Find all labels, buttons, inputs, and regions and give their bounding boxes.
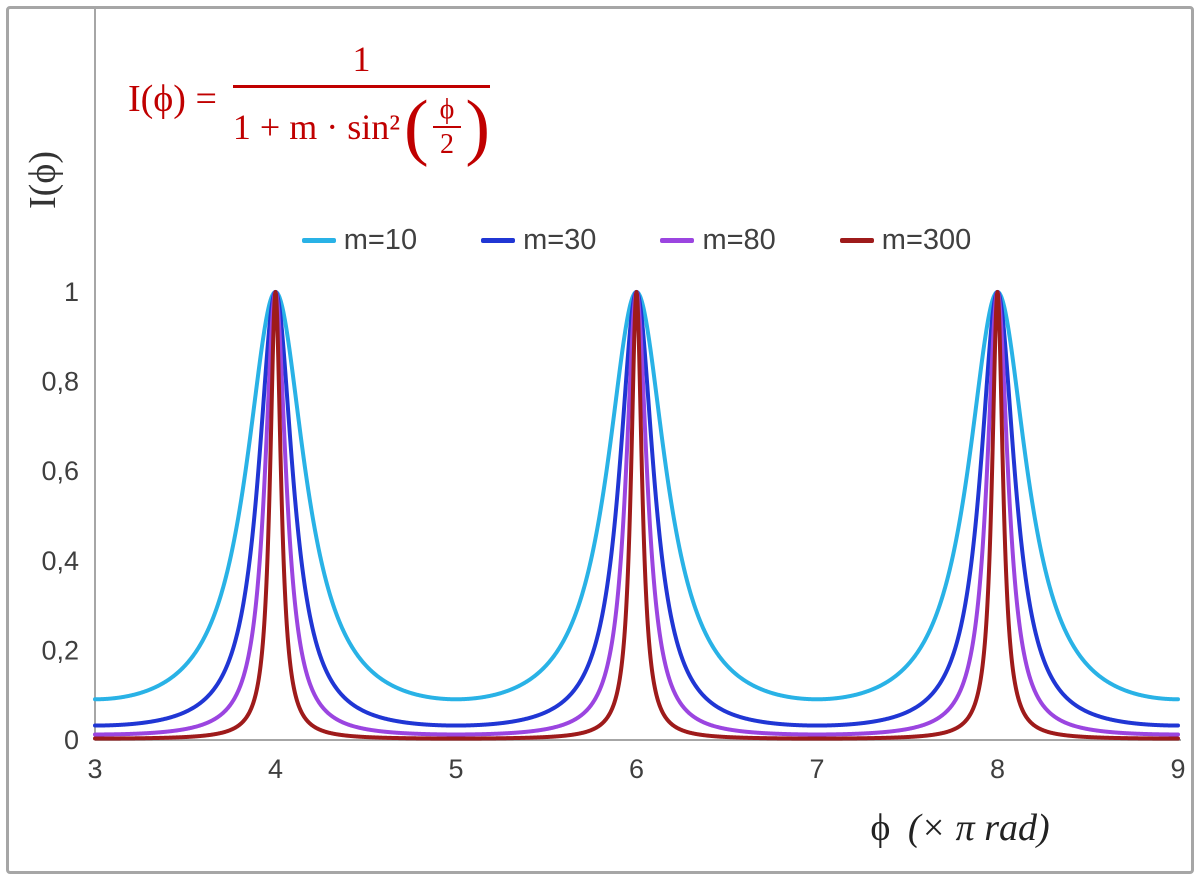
legend-label: m=30 bbox=[523, 224, 597, 256]
legend: m=10 m=30 m=80 m=300 bbox=[95, 224, 1178, 257]
series-line-m300 bbox=[93, 290, 1180, 741]
y-tick-label: 0,6 bbox=[41, 456, 79, 486]
formula-inner-fraction: ϕ 2 bbox=[432, 95, 462, 161]
formula-inner-denominator: 2 bbox=[440, 129, 455, 161]
series-line-m80 bbox=[93, 290, 1180, 737]
legend-swatch bbox=[660, 238, 695, 243]
x-tick-label: 4 bbox=[268, 754, 283, 784]
legend-item-m30: m=30 bbox=[481, 224, 596, 257]
formula-denominator: 1 + m · sin² ( ϕ 2 ) bbox=[232, 86, 491, 169]
y-tick-label: 0,2 bbox=[41, 635, 79, 665]
formula-denominator-prefix: 1 + m · sin² bbox=[232, 107, 401, 148]
legend-swatch bbox=[301, 238, 336, 243]
formula-fraction: 1 1 + m · sin² ( ϕ 2 ) bbox=[232, 38, 491, 169]
y-axis-title: I(ϕ) bbox=[22, 151, 64, 209]
formula-annotation: I(ϕ) = 1 1 + m · sin² ( ϕ 2 ) bbox=[128, 38, 491, 169]
x-tick-label: 9 bbox=[1170, 754, 1185, 784]
series-line-m30 bbox=[93, 290, 1180, 728]
legend-label: m=10 bbox=[343, 224, 418, 256]
x-axis-title: ϕ (× π rad) bbox=[700, 806, 1200, 850]
x-tick-label: 7 bbox=[809, 754, 824, 784]
x-tick-label: 5 bbox=[448, 754, 463, 784]
legend-swatch bbox=[481, 238, 516, 243]
formula-lhs: I(ϕ) = bbox=[128, 77, 217, 120]
x-tick-label: 8 bbox=[990, 754, 1005, 784]
x-axis-title-phi: ϕ bbox=[870, 807, 891, 849]
x-tick-label: 6 bbox=[629, 754, 644, 784]
legend-item-m80: m=80 bbox=[660, 224, 776, 257]
y-tick-label: 1 bbox=[64, 277, 79, 307]
formula-inner-numerator: ϕ bbox=[432, 95, 462, 129]
y-tick-label: 0,8 bbox=[41, 367, 79, 397]
x-tick-label: 3 bbox=[87, 754, 102, 784]
legend-item-m300: m=300 bbox=[839, 224, 972, 257]
legend-item-m10: m=10 bbox=[301, 224, 418, 257]
formula-numerator: 1 bbox=[232, 38, 491, 88]
legend-swatch bbox=[839, 238, 874, 243]
y-tick-label: 0,4 bbox=[41, 546, 79, 576]
legend-label: m=80 bbox=[702, 224, 776, 256]
x-axis-title-units: (× π rad) bbox=[907, 807, 1050, 849]
y-tick-label: 0 bbox=[64, 725, 79, 755]
legend-label: m=300 bbox=[881, 224, 972, 256]
